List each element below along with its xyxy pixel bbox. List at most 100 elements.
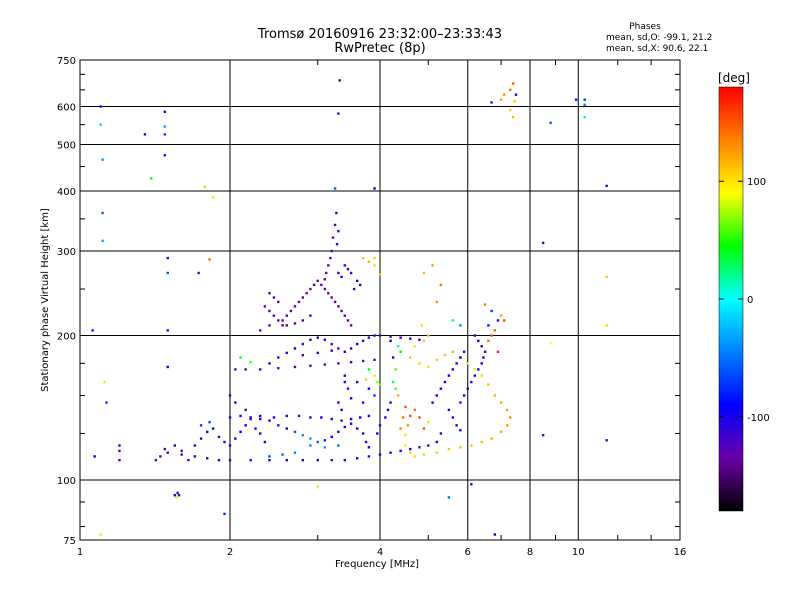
data-point <box>459 446 462 449</box>
data-point <box>323 439 327 442</box>
data-point <box>435 440 438 444</box>
plot-frame <box>79 59 681 541</box>
data-point <box>180 453 183 456</box>
data-point <box>211 427 215 430</box>
data-point <box>427 444 430 447</box>
data-point <box>376 380 379 384</box>
data-point <box>427 334 430 337</box>
data-point <box>187 458 190 462</box>
data-point <box>477 339 480 343</box>
data-point <box>427 365 430 369</box>
data-point <box>333 187 337 190</box>
data-point <box>293 430 297 434</box>
data-point <box>477 368 480 371</box>
data-point <box>391 356 395 359</box>
data-point <box>330 349 333 352</box>
x-axis-ticks: 1 2 4 6 8 10 16 <box>77 60 686 558</box>
data-point <box>277 366 280 370</box>
data-point <box>173 493 177 497</box>
data-point <box>340 408 343 412</box>
data-point <box>451 350 455 353</box>
data-point <box>493 329 497 332</box>
data-point <box>272 314 276 317</box>
data-point <box>285 458 288 462</box>
data-point <box>297 300 301 304</box>
data-point <box>338 79 341 82</box>
data-point <box>389 401 392 404</box>
data-point <box>389 339 392 343</box>
data-point <box>451 319 455 322</box>
data-point <box>309 416 312 419</box>
data-point <box>435 394 438 397</box>
data-point <box>244 408 247 412</box>
data-point <box>309 444 312 447</box>
data-point <box>330 249 333 253</box>
data-point <box>249 416 252 419</box>
data-point <box>404 444 407 447</box>
data-point <box>490 309 493 313</box>
data-point <box>320 416 323 419</box>
data-point <box>493 533 497 536</box>
data-point <box>349 347 353 350</box>
data-point <box>447 408 451 412</box>
data-point <box>583 116 586 119</box>
data-point <box>373 358 376 362</box>
data-point <box>399 336 402 339</box>
data-point <box>413 455 417 458</box>
data-point <box>197 271 200 275</box>
data-point <box>459 429 462 432</box>
data-point <box>330 435 333 439</box>
data-point <box>373 264 376 267</box>
data-point <box>208 420 211 424</box>
data-point <box>513 100 516 103</box>
data-point <box>244 368 247 371</box>
data-point <box>480 440 483 444</box>
data-point <box>418 338 421 341</box>
data-point <box>422 427 426 430</box>
data-point <box>502 319 506 322</box>
colorbar-tick-label: -100 <box>747 413 770 424</box>
data-point <box>340 309 343 313</box>
data-point <box>234 437 237 440</box>
data-point <box>163 133 167 136</box>
data-point <box>285 314 288 317</box>
data-point <box>389 335 392 338</box>
data-point <box>508 88 512 92</box>
data-point <box>361 401 365 404</box>
data-point <box>549 341 552 345</box>
data-point <box>285 427 288 430</box>
data-point <box>239 356 242 359</box>
data-point <box>268 309 271 313</box>
data-point <box>361 359 365 363</box>
data-point <box>103 380 106 384</box>
data-point <box>91 329 94 332</box>
data-point <box>175 496 178 499</box>
data-point <box>118 449 121 453</box>
data-point <box>199 437 203 440</box>
data-point <box>163 110 167 113</box>
data-point <box>272 296 276 299</box>
data-point <box>358 283 362 287</box>
data-point <box>329 256 332 260</box>
data-point <box>239 430 242 434</box>
data-point <box>462 350 466 353</box>
data-point <box>459 356 462 359</box>
data-point <box>316 351 319 355</box>
data-point <box>101 158 104 161</box>
data-point <box>143 133 147 136</box>
data-point <box>349 417 353 421</box>
data-point <box>277 319 280 322</box>
data-point <box>396 345 400 348</box>
data-point <box>301 458 305 462</box>
data-point <box>367 455 371 458</box>
data-point <box>394 368 397 371</box>
data-point <box>511 116 515 119</box>
data-point <box>499 430 503 434</box>
data-point <box>259 368 262 371</box>
data-point <box>349 422 353 425</box>
data-point <box>418 416 421 419</box>
data-point <box>349 360 353 364</box>
data-point <box>378 383 382 386</box>
data-point <box>337 305 340 308</box>
